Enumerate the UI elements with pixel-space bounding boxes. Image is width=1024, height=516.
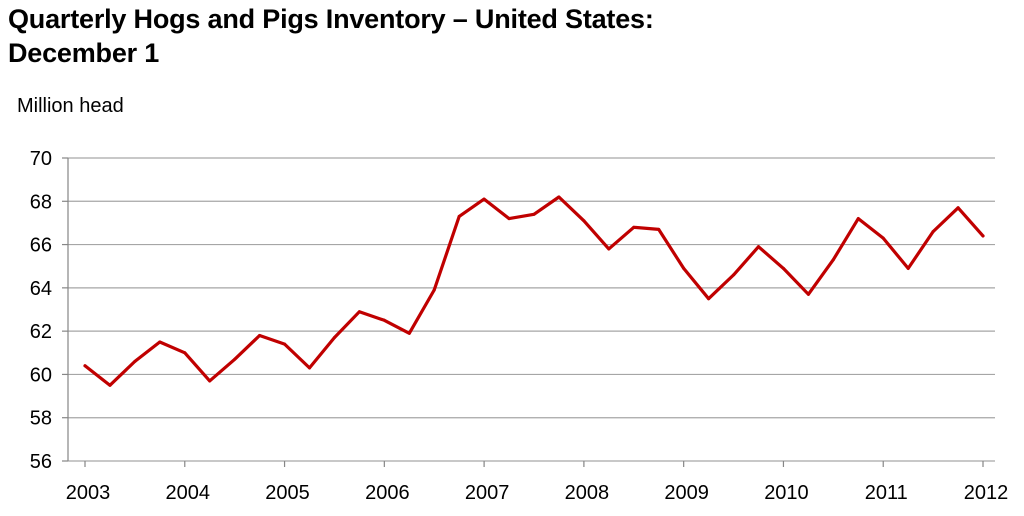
data-point [931,230,935,234]
data-point [906,266,910,270]
data-point [432,288,436,292]
y-tick-label: 66 [30,235,52,257]
y-tick-label: 58 [30,408,52,430]
data-point [233,357,237,361]
y-tick-label: 56 [30,451,52,473]
data-point [781,266,785,270]
data-point [632,225,636,229]
data-point [407,331,411,335]
data-point [657,227,661,231]
data-point [582,219,586,223]
y-axis-label: Million head [17,95,124,117]
data-point [881,236,885,240]
data-point [831,258,835,262]
y-tick-label: 62 [30,321,52,343]
data-point [133,359,137,363]
data-point [806,292,810,296]
data-point [382,318,386,322]
data-point [457,214,461,218]
data-point [83,364,87,368]
x-tick-label: 2009 [664,482,709,504]
data-point [607,247,611,251]
chart-title: Quarterly Hogs and Pigs Inventory – Unit… [8,2,654,70]
data-point [856,217,860,221]
x-tick-label: 2006 [365,482,410,504]
data-point [482,197,486,201]
y-tick-label: 64 [30,278,52,300]
x-tick-label: 2004 [166,482,211,504]
data-point [956,206,960,210]
data-point [258,334,262,337]
x-tick-label: 2011 [865,482,908,504]
x-tick-label: 2010 [764,482,809,504]
x-tick-label: 2012 [964,482,1009,504]
data-point [158,340,162,344]
y-tick-label: 60 [30,364,52,386]
data-point [532,212,536,216]
y-tick-label: 68 [30,191,52,213]
data-point [507,217,511,221]
data-point [332,336,336,340]
data-point [682,266,686,270]
data-point [557,195,561,199]
data-point [183,351,187,355]
data-point [757,245,760,249]
data-point [707,297,711,301]
data-point [208,379,212,383]
x-tick-label: 2008 [565,482,610,504]
x-tick-label: 2003 [66,482,111,504]
data-point [981,234,985,238]
x-tick-label: 2007 [465,482,510,504]
chart-title-line1: Quarterly Hogs and Pigs Inventory – Unit… [8,4,654,34]
chart-title-line2: December 1 [8,38,160,68]
data-point [308,366,311,370]
data-point [283,342,287,346]
data-point [357,310,361,314]
x-tick-label: 2005 [265,482,310,504]
y-tick-label: 70 [30,148,52,170]
inventory-series-line [83,195,985,387]
data-point [108,383,112,387]
data-point [732,273,736,277]
